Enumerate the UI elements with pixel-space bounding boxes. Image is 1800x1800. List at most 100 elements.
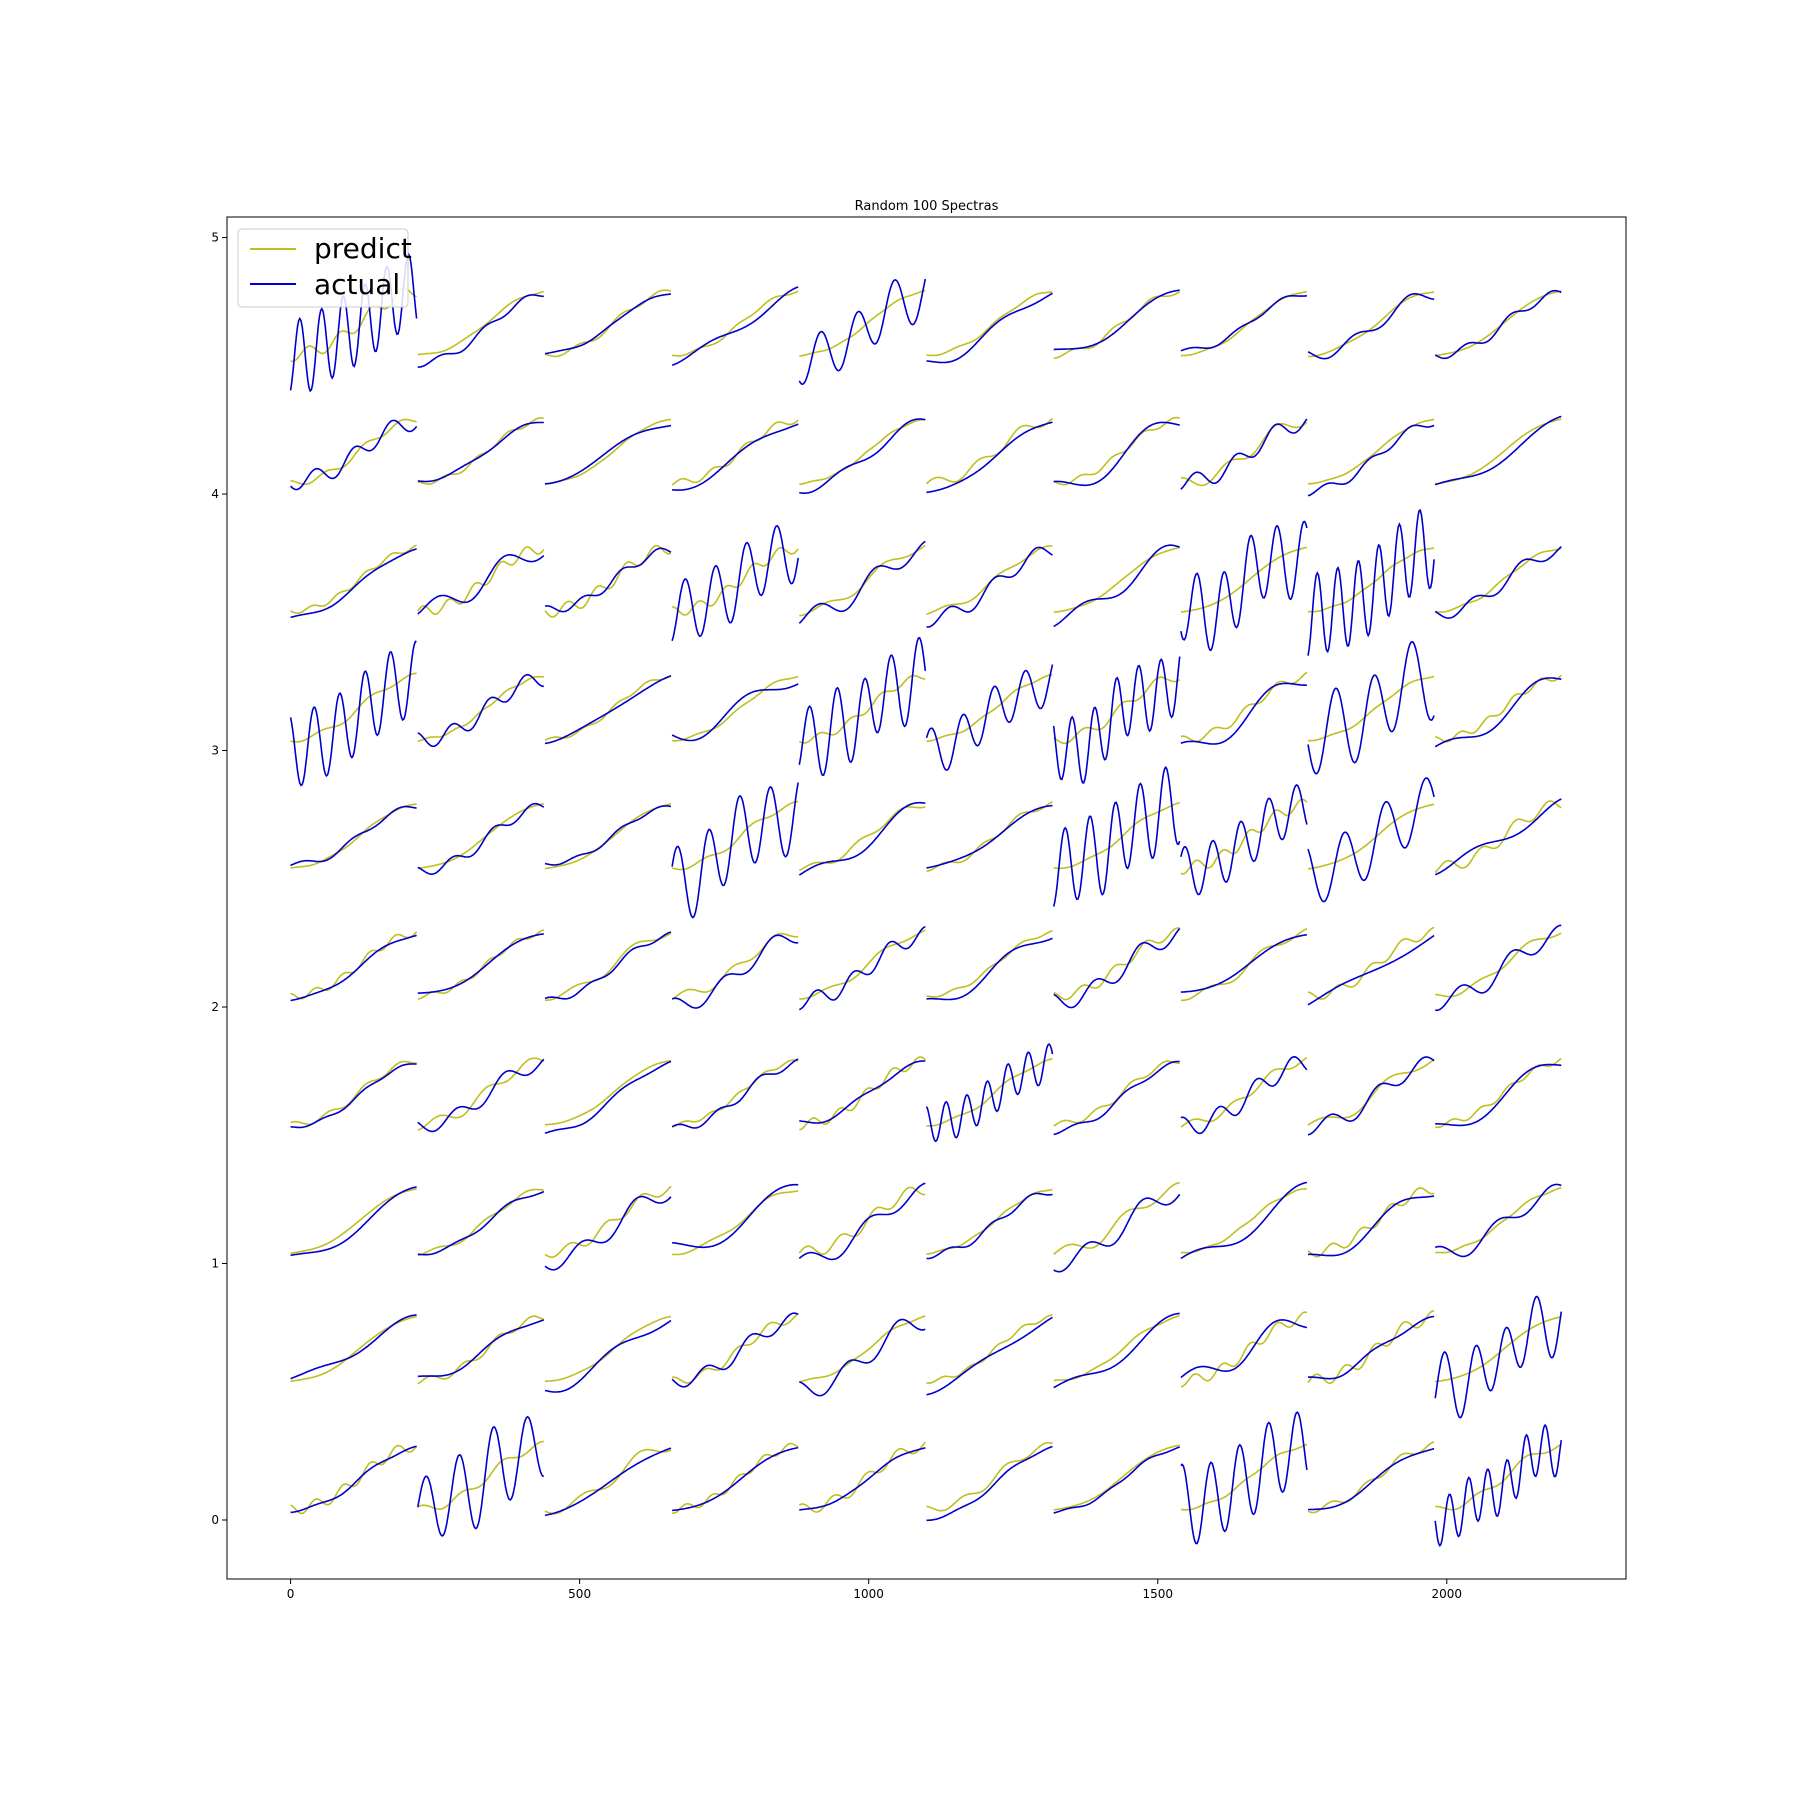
- predict-spectrum-line: [1307, 926, 1435, 1000]
- actual-spectrum-line: [1435, 924, 1562, 1012]
- y-tick-label: 4: [211, 487, 219, 501]
- predict-spectrum-line: [671, 1059, 799, 1128]
- actual-spectrum-line: [1434, 546, 1562, 619]
- actual-spectrum-line: [417, 802, 545, 876]
- predict-spectrum-line: [926, 291, 1053, 357]
- actual-spectrum-line: [417, 933, 544, 994]
- actual-spectrum-line: [799, 1060, 926, 1124]
- actual-spectrum-line: [672, 1183, 799, 1249]
- actual-spectrum-line: [671, 782, 799, 919]
- actual-spectrum-line: [290, 548, 417, 619]
- predict-spectrum-line: [1307, 1058, 1435, 1126]
- x-tick-label: 0: [287, 1587, 295, 1601]
- actual-spectrum-line: [1180, 1319, 1308, 1379]
- predict-spectrum-line: [799, 289, 926, 357]
- predict-spectrum-line: [1308, 547, 1435, 613]
- actual-spectrum-line: [290, 805, 417, 867]
- actual-spectrum-line: [1180, 1055, 1308, 1135]
- predict-spectrum-line: [672, 290, 799, 357]
- predict-spectrum-line: [1180, 798, 1308, 875]
- actual-spectrum-line: [1053, 421, 1180, 487]
- actual-spectrum-line: [1053, 1060, 1180, 1136]
- predict-spectrum-line: [290, 1444, 418, 1515]
- actual-spectrum-line: [671, 1312, 799, 1388]
- actual-spectrum-line: [1435, 1063, 1562, 1127]
- actual-spectrum-line: [544, 293, 672, 355]
- actual-spectrum-line: [1180, 682, 1307, 745]
- actual-spectrum-line: [925, 664, 1054, 771]
- actual-spectrum-line: [1307, 640, 1435, 775]
- actual-spectrum-line: [417, 421, 544, 483]
- predict-spectrum-line: [417, 546, 545, 616]
- predict-spectrum-line: [290, 544, 417, 614]
- predict-spectrum-line: [1435, 547, 1562, 613]
- actual-spectrum-line: [798, 636, 927, 777]
- predict-spectrum-line: [1180, 1057, 1308, 1128]
- predict-spectrum-line: [672, 1190, 799, 1256]
- predict-spectrum-line: [417, 1315, 545, 1385]
- predict-spectrum-line: [544, 289, 672, 358]
- predict-spectrum-line: [1180, 1311, 1308, 1388]
- predict-spectrum-line: [417, 1188, 544, 1257]
- actual-spectrum-line: [1308, 1315, 1435, 1380]
- actual-spectrum-line: [1053, 1312, 1180, 1389]
- actual-spectrum-line: [545, 424, 672, 485]
- actual-spectrum-line: [417, 1190, 545, 1256]
- actual-spectrum-line: [1434, 1295, 1563, 1419]
- actual-spectrum-line: [671, 934, 799, 1009]
- predict-spectrum-line: [1053, 1181, 1180, 1255]
- actual-spectrum-line: [926, 421, 1053, 494]
- predict-spectrum-line: [290, 418, 417, 486]
- predict-spectrum-line: [544, 932, 672, 1001]
- actual-spectrum-line: [926, 1192, 1053, 1260]
- predict-spectrum-line: [417, 803, 544, 870]
- y-tick-label: 1: [211, 1257, 219, 1271]
- actual-spectrum-line: [1434, 677, 1562, 748]
- actual-spectrum-line: [926, 546, 1053, 628]
- predict-spectrum-line: [926, 929, 1053, 998]
- actual-spectrum-line: [798, 1182, 926, 1261]
- predict-spectrum-line: [926, 1058, 1053, 1127]
- x-tick-label: 500: [568, 1587, 591, 1601]
- x-tick-label: 2000: [1432, 1587, 1463, 1601]
- actual-spectrum-line: [798, 925, 926, 1011]
- actual-spectrum-line: [926, 1445, 1053, 1522]
- y-tick-label: 3: [211, 744, 219, 758]
- predict-spectrum-line: [290, 672, 417, 743]
- actual-spectrum-line: [671, 1058, 799, 1129]
- y-tick-label: 2: [211, 1000, 219, 1014]
- legend: predict actual: [237, 228, 412, 308]
- predict-spectrum-line: [799, 418, 926, 486]
- predict-spectrum-line: [672, 675, 799, 742]
- actual-spectrum-line: [1180, 520, 1308, 652]
- plot-area: [289, 252, 1563, 1548]
- actual-spectrum-line: [417, 554, 545, 615]
- predict-spectrum-line: [799, 929, 926, 1000]
- actual-spectrum-line: [1052, 765, 1181, 907]
- actual-spectrum-line: [798, 540, 926, 624]
- predict-spectrum-line: [799, 1056, 926, 1131]
- actual-spectrum-line: [417, 1058, 545, 1133]
- predict-spectrum-line: [926, 417, 1054, 485]
- actual-spectrum-line: [290, 419, 418, 491]
- predict-spectrum-line: [1308, 675, 1435, 742]
- actual-spectrum-line: [1307, 1056, 1435, 1136]
- actual-spectrum-line: [926, 937, 1053, 1001]
- actual-spectrum-line: [1053, 289, 1180, 351]
- actual-spectrum-line: [1434, 415, 1562, 486]
- predict-spectrum-line: [417, 1440, 544, 1510]
- predict-spectrum-line: [417, 1057, 545, 1131]
- actual-spectrum-line: [1307, 777, 1435, 903]
- predict-spectrum-line: [1053, 676, 1181, 745]
- predict-spectrum-line: [671, 419, 799, 486]
- predict-spectrum-line: [1180, 421, 1308, 487]
- actual-spectrum-line: [1434, 1183, 1562, 1258]
- predict-spectrum-line: [798, 1441, 926, 1513]
- actual-spectrum-line: [417, 1319, 545, 1378]
- actual-spectrum-line: [671, 683, 799, 742]
- actual-spectrum-line: [1307, 1195, 1435, 1257]
- actual-spectrum-line: [1434, 289, 1562, 360]
- actual-spectrum-line: [1180, 295, 1307, 352]
- actual-spectrum-line: [671, 1446, 799, 1512]
- predict-spectrum-line: [1307, 1440, 1435, 1514]
